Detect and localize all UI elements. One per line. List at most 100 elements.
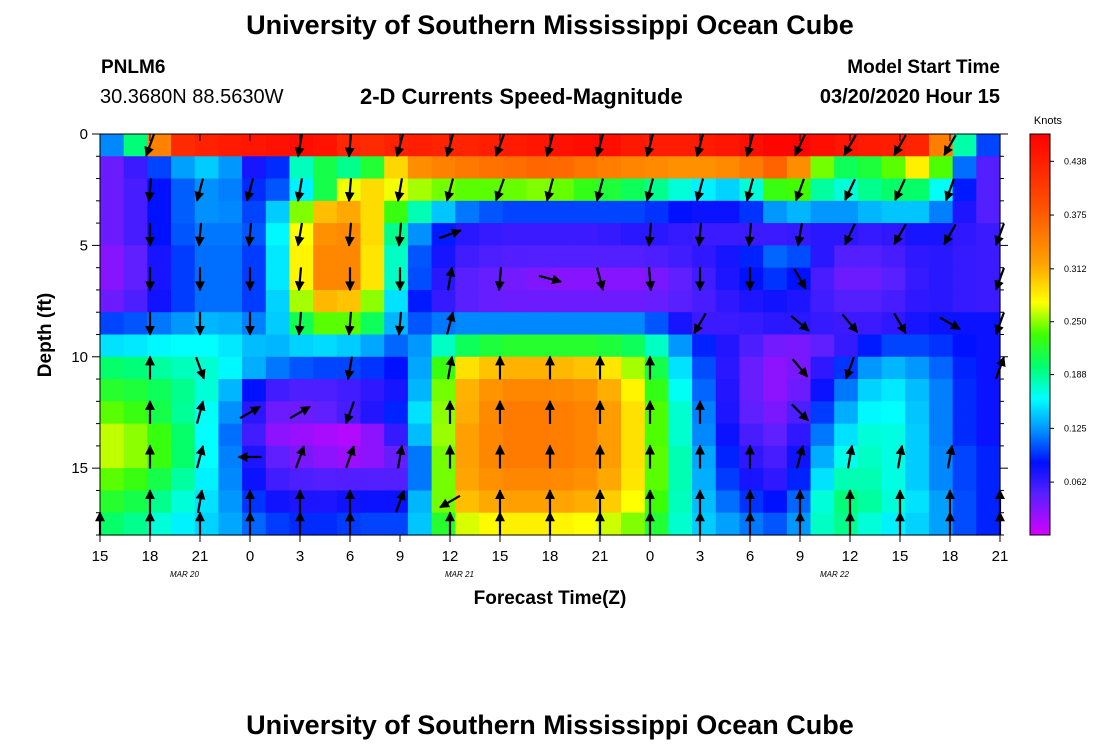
heatmap-cell: [123, 245, 148, 269]
heatmap-cell: [834, 468, 859, 492]
heatmap-cell: [715, 468, 741, 492]
heatmap-cell: [550, 245, 575, 269]
heatmap-cell: [100, 423, 125, 447]
heatmap-cell: [952, 490, 977, 514]
heatmap-cell: [171, 156, 196, 180]
heatmap-cell: [407, 468, 433, 492]
current-arrow: [790, 315, 810, 332]
heatmap-cell: [242, 423, 267, 447]
heatmap-cell: [739, 490, 764, 514]
heatmap-cell: [928, 156, 954, 180]
heatmap-cell: [857, 401, 883, 425]
heatmap-cell: [171, 178, 196, 202]
heatmap-cell: [478, 245, 504, 269]
heatmap-cell: [407, 178, 433, 202]
heatmap-cell: [692, 423, 717, 447]
heatmap-cell: [384, 156, 409, 180]
chart-subtitle: 2-D Currents Speed-Magnitude: [360, 84, 683, 109]
heatmap-cell: [218, 156, 243, 180]
heatmap-cell: [100, 490, 125, 514]
current-arrow: [144, 133, 155, 157]
heatmap-cell: [715, 200, 741, 224]
heatmap-cell: [573, 312, 598, 336]
heatmap-cell: [952, 401, 977, 425]
x-tick-label: 12: [442, 548, 459, 565]
current-arrow: [844, 223, 856, 246]
heatmap-cell: [478, 289, 504, 313]
heatmap-cell: [763, 223, 788, 246]
heatmap-cell: [905, 490, 930, 514]
heatmap-cell: [384, 356, 409, 380]
heatmap-cell: [952, 379, 977, 402]
current-arrow: [693, 312, 707, 335]
date-label: MAR 20: [170, 570, 199, 579]
heatmap-cell: [218, 267, 243, 291]
heatmap-cell: [976, 423, 1001, 447]
heatmap-cell: [550, 356, 575, 380]
heatmap-cell: [194, 379, 220, 402]
heatmap-cell: [621, 200, 646, 224]
heatmap-cell: [763, 312, 788, 336]
heatmap-cell: [313, 401, 338, 425]
plot-axes: 15 18 21 0 3 6 9 12 15 18 21 0 3 6 9 12 15 18 21 MAR 20 MAR …: [71, 126, 1008, 579]
heatmap-cell: [502, 356, 527, 380]
current-arrow: [841, 313, 859, 333]
current-arrow: [795, 444, 806, 469]
heatmap-cell: [360, 379, 385, 402]
heatmap-cell: [100, 379, 125, 402]
colorbar-tick-label: 0.438: [1064, 156, 1087, 166]
heatmap-cell: [242, 401, 267, 425]
heatmap-cell: [621, 245, 646, 269]
heatmap-cell: [313, 223, 338, 246]
heatmap-cell: [597, 245, 622, 269]
heatmap-cell: [478, 223, 504, 246]
heatmap-cell: [171, 468, 196, 492]
heatmap-cell: [857, 178, 883, 202]
current-arrow: [844, 356, 855, 380]
heatmap-cell: [905, 289, 930, 313]
heatmap-cell: [265, 401, 291, 425]
heatmap-cell: [644, 289, 670, 313]
heatmap-cell: [360, 156, 385, 180]
heatmap-cell: [715, 334, 741, 358]
heatmap-cell: [715, 134, 741, 157]
heatmap-cell: [289, 512, 314, 536]
heatmap-cell: [360, 200, 385, 224]
current-arrow: [794, 134, 806, 157]
heatmap-cell: [384, 245, 409, 269]
heatmap-cell: [218, 423, 243, 447]
heatmap-cell: [928, 289, 954, 313]
heatmap-cell: [242, 223, 267, 246]
heatmap-cell: [834, 245, 859, 269]
y-tick-label: 5: [80, 237, 88, 254]
heatmap-cells: [100, 134, 1001, 536]
heatmap-cell: [834, 289, 859, 313]
heatmap-cell: [810, 200, 835, 224]
heatmap-cell: [336, 423, 362, 447]
heatmap-cell: [407, 223, 433, 246]
heatmap-cell: [123, 445, 148, 469]
heatmap-cell: [644, 423, 670, 447]
heatmap-cell: [976, 245, 1001, 269]
heatmap-cell: [526, 423, 551, 447]
current-arrow: [295, 445, 306, 469]
heatmap-cell: [360, 490, 385, 514]
heatmap-cell: [123, 312, 148, 336]
heatmap-cell: [336, 379, 362, 402]
heatmap-cell: [265, 379, 291, 402]
heatmap-cell: [431, 245, 456, 269]
heatmap-cell: [360, 289, 385, 313]
heatmap-cell: [952, 245, 977, 269]
heatmap-cell: [455, 445, 480, 469]
heatmap-cell: [763, 512, 788, 536]
current-arrow: [444, 178, 455, 202]
current-arrow: [294, 222, 305, 247]
heatmap-cell: [265, 334, 291, 358]
heatmap-cell: [550, 379, 575, 402]
heatmap-cell: [976, 200, 1001, 224]
heatmap-cell: [573, 178, 598, 202]
current-arrow: [791, 358, 809, 378]
heatmap-cell: [313, 379, 338, 402]
heatmap-cell: [526, 134, 551, 157]
heatmap-cell: [668, 312, 693, 336]
